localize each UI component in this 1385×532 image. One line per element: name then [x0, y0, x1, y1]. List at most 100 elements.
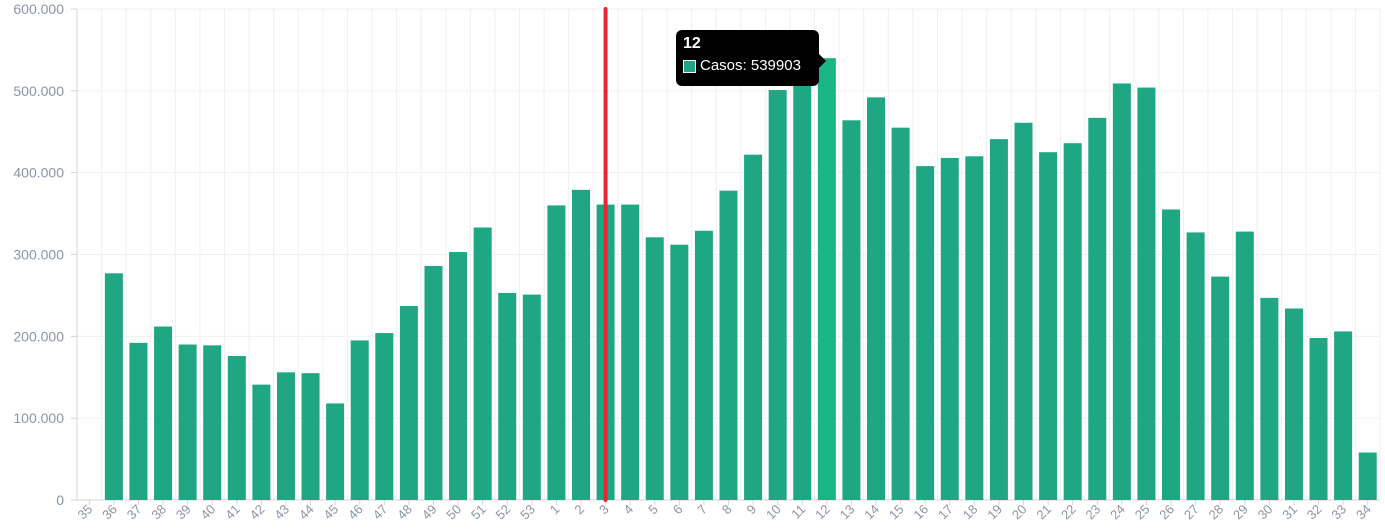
- bar-9: [744, 154, 763, 500]
- x-tick-label: 37: [124, 502, 145, 523]
- bar-17: [940, 157, 959, 501]
- y-tick-label: 300.000: [13, 247, 64, 263]
- x-tick-label: 45: [320, 502, 341, 523]
- x-tick-label: 16: [910, 502, 931, 523]
- bar-39: [178, 344, 197, 500]
- x-tick-label: 19: [984, 502, 1005, 523]
- bar-25: [1137, 87, 1156, 500]
- bar-26: [1162, 209, 1181, 500]
- x-tick-label: 39: [173, 502, 194, 523]
- x-tick-label: 10: [763, 502, 784, 523]
- x-tick-label: 46: [345, 502, 366, 523]
- bar-53: [522, 294, 541, 500]
- x-tick-label: 12: [812, 502, 833, 523]
- bar-34: [1358, 452, 1377, 500]
- bar-2: [571, 189, 590, 500]
- x-tick-label: 51: [468, 502, 489, 523]
- x-tick-label: 33: [1328, 502, 1349, 523]
- x-tick-label: 5: [645, 502, 661, 518]
- x-tick-label: 44: [296, 502, 317, 523]
- bar-20: [1014, 122, 1033, 500]
- bar-13: [842, 120, 861, 500]
- bar-29: [1235, 231, 1254, 500]
- bar-24: [1112, 83, 1131, 501]
- bar-48: [399, 306, 418, 500]
- bar-50: [449, 252, 468, 500]
- bar-42: [252, 384, 271, 500]
- tooltip-title: 12: [683, 35, 701, 52]
- bar-11: [793, 70, 812, 500]
- bar-16: [916, 166, 935, 500]
- y-tick-label: 600.000: [13, 1, 64, 17]
- y-tick-label: 500.000: [13, 83, 64, 99]
- x-tick-label: 35: [75, 502, 96, 523]
- x-tick-label: 34: [1353, 502, 1374, 523]
- y-tick-label: 200.000: [13, 328, 64, 344]
- bar-7: [694, 230, 713, 501]
- x-tick-label: 9: [743, 502, 759, 518]
- y-tick-label: 100.000: [13, 410, 64, 426]
- x-tick-label: 26: [1156, 502, 1177, 523]
- bar-18: [965, 156, 984, 501]
- tooltip-label: Casos: 539903: [700, 57, 801, 74]
- x-tick-label: 43: [271, 502, 292, 523]
- bar-23: [1088, 117, 1107, 501]
- x-tick-label: 8: [719, 502, 735, 518]
- bar-10: [768, 90, 787, 500]
- bar-52: [498, 292, 517, 500]
- x-tick-label: 15: [886, 502, 907, 523]
- bar-21: [1039, 152, 1058, 501]
- x-tick-label: 13: [837, 502, 858, 523]
- bar-33: [1334, 331, 1353, 500]
- bar-45: [326, 403, 345, 500]
- bar-32: [1309, 337, 1328, 500]
- x-tick-label: 4: [621, 502, 637, 518]
- x-tick-label: 18: [960, 502, 981, 523]
- chart-tooltip: 12 Casos: 539903: [676, 30, 826, 86]
- x-tick-label: 11: [788, 502, 808, 522]
- x-tick-label: 52: [493, 502, 514, 523]
- x-tick-label: 48: [394, 502, 415, 523]
- x-tick-label: 41: [222, 502, 243, 523]
- bar-43: [276, 372, 295, 500]
- y-tick-label: 0: [56, 492, 64, 508]
- x-tick-label: 36: [99, 502, 120, 523]
- x-tick-label: 6: [670, 502, 686, 518]
- bar-37: [129, 342, 148, 500]
- bar-12: [817, 58, 836, 500]
- bar-22: [1063, 143, 1082, 500]
- bar-47: [375, 333, 394, 500]
- x-tick-label: 47: [370, 502, 391, 523]
- x-tick-label: 14: [861, 502, 882, 523]
- x-tick-label: 24: [1107, 502, 1128, 523]
- x-tick-label: 20: [1009, 502, 1030, 523]
- bar-1: [547, 205, 566, 500]
- x-tick-label: 31: [1279, 502, 1300, 523]
- tooltip-row: Casos: 539903: [683, 56, 812, 76]
- x-tick-label: 32: [1304, 502, 1325, 523]
- x-tick-label: 3: [596, 502, 612, 518]
- bar-8: [719, 190, 738, 501]
- x-tick-label: 1: [547, 502, 563, 518]
- x-tick-label: 21: [1033, 502, 1054, 523]
- bar-49: [424, 265, 443, 500]
- x-tick-label: 29: [1230, 502, 1251, 523]
- bar-6: [670, 244, 689, 500]
- x-tick-label: 17: [935, 502, 956, 523]
- bar-31: [1284, 308, 1303, 500]
- x-tick-label: 49: [419, 502, 440, 523]
- bar-28: [1211, 276, 1230, 500]
- x-tick-label: 42: [247, 502, 268, 523]
- y-tick-label: 400.000: [13, 165, 64, 181]
- x-tick-label: 53: [517, 502, 538, 523]
- bar-46: [350, 340, 369, 500]
- bar-27: [1186, 232, 1205, 500]
- x-tick-label: 7: [694, 502, 710, 518]
- x-tick-label: 23: [1083, 502, 1104, 523]
- x-tick-label: 28: [1205, 502, 1226, 523]
- x-tick-label: 50: [443, 502, 464, 523]
- bar-30: [1260, 297, 1279, 500]
- bar-44: [301, 373, 320, 500]
